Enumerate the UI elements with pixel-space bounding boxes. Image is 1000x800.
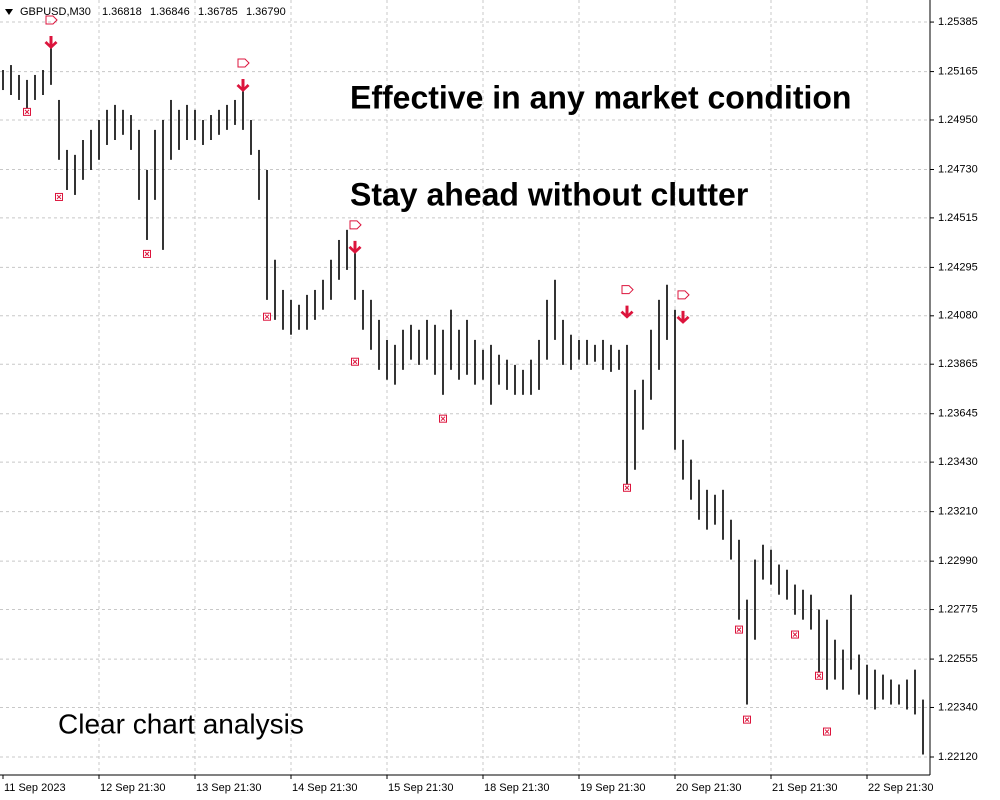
exit-cross <box>736 627 742 632</box>
x-tick-label: 15 Sep 21:30 <box>388 782 453 794</box>
y-tick-label: 1.23645 <box>938 408 978 420</box>
sell-arrow <box>44 36 58 50</box>
signal-flag <box>45 15 58 25</box>
y-tick-label: 1.23210 <box>938 506 978 518</box>
y-tick-label: 1.22340 <box>938 701 978 713</box>
quote: 1.36790 <box>246 6 286 18</box>
x-tick-label: 13 Sep 21:30 <box>196 782 261 794</box>
y-tick-label: 1.24950 <box>938 114 978 126</box>
x-tick-label: 14 Sep 21:30 <box>292 782 357 794</box>
signal-flag <box>237 58 250 68</box>
y-tick-label: 1.24080 <box>938 310 978 322</box>
exit-cross <box>792 632 798 637</box>
x-tick-label: 19 Sep 21:30 <box>580 782 645 794</box>
x-tick-label: 22 Sep 21:30 <box>868 782 933 794</box>
exit-cross <box>56 194 62 200</box>
exit-cross <box>440 416 446 422</box>
y-tick-label: 1.22120 <box>938 751 978 763</box>
y-tick-label: 1.22775 <box>938 603 978 615</box>
exit-cross <box>352 359 358 365</box>
y-tick-label: 1.24295 <box>938 261 978 273</box>
signal-flag <box>621 285 634 295</box>
quote: 1.36785 <box>198 6 238 18</box>
sell-arrow <box>676 310 690 324</box>
signal-flag <box>677 290 690 300</box>
y-tick-label: 1.25165 <box>938 65 978 77</box>
annotation: Clear chart analysis <box>58 708 304 739</box>
y-tick-label: 1.23430 <box>938 456 978 468</box>
y-tick-label: 1.25385 <box>938 16 978 28</box>
x-tick-label: 12 Sep 21:30 <box>100 782 165 794</box>
annotation: Stay ahead without clutter <box>350 176 748 212</box>
exit-cross <box>264 314 270 320</box>
y-tick-label: 1.23865 <box>938 358 978 370</box>
annotation: Effective in any market condition <box>350 79 851 115</box>
exit-cross <box>824 729 830 734</box>
exit-cross <box>816 673 822 679</box>
sell-arrow <box>236 79 250 93</box>
exit-cross <box>144 251 150 257</box>
quote: 1.36846 <box>150 6 190 18</box>
x-tick-label: 20 Sep 21:30 <box>676 782 741 794</box>
x-tick-label: 11 Sep 2023 <box>4 782 66 794</box>
y-tick-label: 1.22555 <box>938 653 978 665</box>
symbol: GBPUSD,M30 <box>20 6 91 18</box>
exit-cross <box>624 485 630 491</box>
sell-arrow <box>348 240 362 254</box>
sell-arrow <box>620 305 634 319</box>
exit-cross <box>24 109 30 115</box>
y-tick-label: 1.24730 <box>938 163 978 175</box>
signal-flag <box>349 220 362 230</box>
y-tick-label: 1.24515 <box>938 212 978 224</box>
exit-cross <box>744 717 750 722</box>
x-tick-label: 21 Sep 21:30 <box>772 782 837 794</box>
quote: 1.36818 <box>102 6 142 18</box>
x-tick-label: 18 Sep 21:30 <box>484 782 549 794</box>
y-tick-label: 1.22990 <box>938 555 978 567</box>
menu-triangle[interactable] <box>5 9 13 15</box>
